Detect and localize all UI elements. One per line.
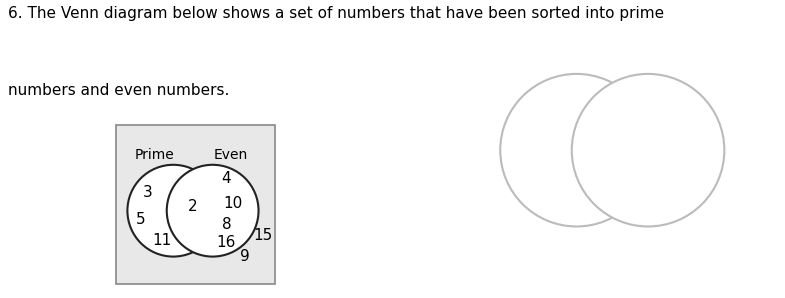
Circle shape xyxy=(571,74,725,226)
Circle shape xyxy=(500,74,653,226)
Text: 15: 15 xyxy=(254,229,272,243)
Text: 5: 5 xyxy=(137,212,146,227)
Text: 2: 2 xyxy=(188,198,198,214)
Text: 9: 9 xyxy=(240,249,250,264)
Text: 8: 8 xyxy=(221,217,232,232)
Text: 16: 16 xyxy=(217,235,236,250)
Text: numbers and even numbers.: numbers and even numbers. xyxy=(8,83,229,98)
Text: 3: 3 xyxy=(143,185,153,200)
FancyBboxPatch shape xyxy=(116,125,275,284)
Text: Even: Even xyxy=(214,148,248,162)
Text: Prime: Prime xyxy=(135,148,175,162)
Text: 6. The Venn diagram below shows a set of numbers that have been sorted into prim: 6. The Venn diagram below shows a set of… xyxy=(8,6,664,21)
Text: 4: 4 xyxy=(221,171,232,186)
Circle shape xyxy=(166,165,258,257)
Text: 11: 11 xyxy=(152,233,171,248)
Circle shape xyxy=(127,165,219,257)
Text: 10: 10 xyxy=(224,196,243,211)
